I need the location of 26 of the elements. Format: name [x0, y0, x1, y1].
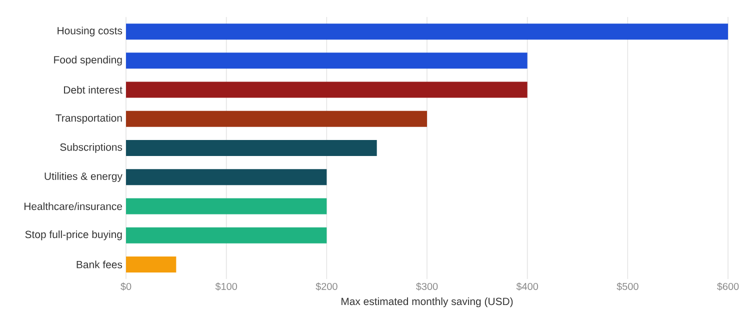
y-tick-label: Utilities & energy	[44, 172, 122, 182]
x-tick-label: $500	[616, 282, 638, 291]
x-tick-label: $300	[416, 282, 438, 291]
x-axis-title: Max estimated monthly saving (USD)	[342, 297, 513, 308]
y-tick-label: Food spending	[54, 56, 122, 66]
bar	[126, 24, 728, 40]
y-tick-label: Stop full-price buying	[25, 230, 122, 240]
bar	[126, 110, 428, 127]
bar	[126, 169, 327, 186]
x-tick-label: $400	[516, 282, 538, 291]
y-tick-label: Healthcare/insurance	[24, 202, 122, 210]
x-tick-label: $0	[120, 282, 132, 291]
bar	[126, 256, 176, 272]
bar	[126, 52, 528, 69]
x-tick-label: $600	[717, 282, 739, 291]
y-tick-label: Transportation	[56, 114, 122, 124]
bar	[126, 198, 327, 214]
y-tick-label: Housing costs	[58, 26, 122, 36]
y-tick-label: Bank fees	[76, 260, 122, 268]
bar	[126, 82, 528, 98]
y-tick-label: Subscriptions	[60, 143, 122, 153]
bar	[126, 140, 377, 156]
x-tick-label: $200	[316, 282, 338, 291]
x-tick-label: $100	[215, 282, 238, 291]
bar	[126, 227, 327, 244]
y-tick-label: Debt interest	[64, 86, 122, 94]
